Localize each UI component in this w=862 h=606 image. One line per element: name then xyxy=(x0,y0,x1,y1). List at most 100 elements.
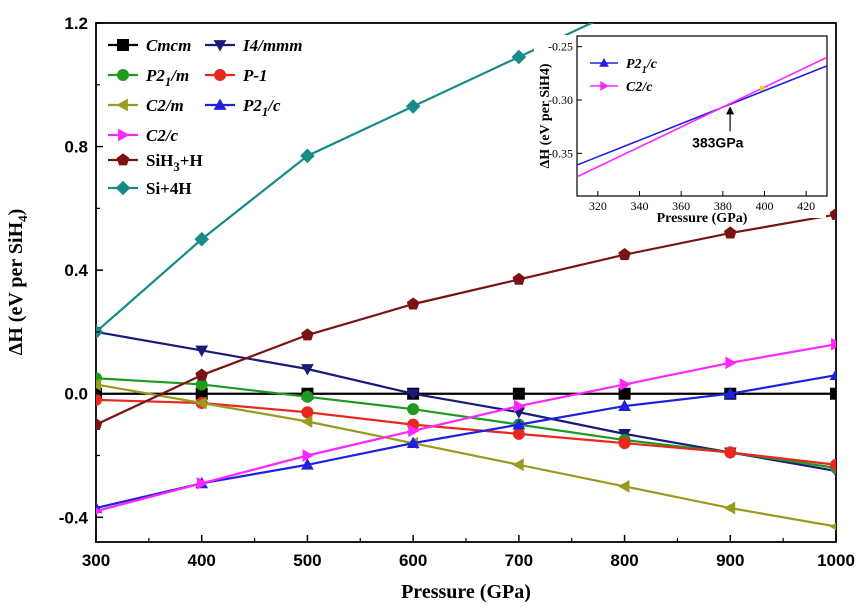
series-line-si-4h xyxy=(96,23,595,333)
legend-item-i4-mmm: I4/mmm xyxy=(205,36,303,55)
point-sih3-h xyxy=(723,226,737,239)
point-sih3-h xyxy=(96,417,103,431)
point-p21-c xyxy=(723,387,737,399)
legend-label-c2-c: C2/c xyxy=(146,126,179,145)
y-tick-label: 0.0 xyxy=(64,385,88,404)
inset-x-tick-label: 420 xyxy=(797,199,815,213)
point-p21-m xyxy=(301,390,314,403)
inset-y-tick-label: -0.25 xyxy=(548,40,573,54)
legend-swatch-marker xyxy=(213,40,227,52)
point-sih3-h xyxy=(195,368,209,381)
y-axis-title: ΔH (eV per SiH4) xyxy=(5,209,30,356)
point-i4-mmm xyxy=(406,388,420,401)
annotation-arrow-head xyxy=(726,106,735,115)
series-sih3-h xyxy=(96,207,836,431)
series-line-sih3-h xyxy=(96,213,836,426)
inset-legend-item-c2-c: C2/c xyxy=(590,80,653,95)
point-c2-c xyxy=(302,449,314,462)
legend-item-sih3-h: SiH3+H xyxy=(108,151,203,174)
point-sih3-h xyxy=(618,248,631,261)
point-p21-m xyxy=(195,378,208,391)
x-tick-label: 700 xyxy=(505,551,533,570)
y-axis-title-end: ) xyxy=(5,209,27,216)
point-c2-c xyxy=(831,337,836,351)
inset-x-tick-label: 320 xyxy=(589,199,607,213)
point-c2-c xyxy=(408,424,420,438)
inset-series-line-c2-c xyxy=(577,56,827,178)
y-axis-title-main: ΔH (eV per SiH xyxy=(5,221,27,355)
point-si-4h xyxy=(511,49,527,65)
point-c2-m xyxy=(195,396,207,410)
inset-point-marker xyxy=(759,84,766,92)
inset-legend-item-p21-c: P21/c xyxy=(590,57,658,76)
legend-item-c2-c: C2/c xyxy=(108,126,179,145)
point-p-1 xyxy=(618,437,631,450)
inset-legend-label-p21-c: P21/c xyxy=(626,57,658,76)
inset-x-tick-label: 400 xyxy=(756,199,774,213)
point-cmcm xyxy=(830,387,836,400)
y-tick-label: 0.4 xyxy=(64,261,88,280)
point-p-1 xyxy=(512,427,525,440)
legend-item-p21-m: P21/m xyxy=(108,66,189,89)
inset-y-tick-label: -0.35 xyxy=(548,146,573,160)
legend-swatch-marker xyxy=(116,98,128,112)
point-sih3-h xyxy=(829,207,836,220)
legend-item-p-1: P-1 xyxy=(205,66,268,85)
point-c2-c xyxy=(96,507,103,515)
series-line-c2-m xyxy=(96,383,836,528)
point-p-1 xyxy=(301,406,314,419)
point-c2-c xyxy=(725,356,737,370)
point-p21-c xyxy=(406,436,420,449)
series-c2-c xyxy=(96,337,836,515)
point-p21-m xyxy=(407,403,420,416)
series-line-p21-c xyxy=(96,374,836,510)
point-c2-m xyxy=(723,501,736,515)
y-axis-title-sub: 4 xyxy=(15,215,30,222)
x-tick-label: 500 xyxy=(293,551,321,570)
inset-y-tick-label: -0.30 xyxy=(548,93,573,107)
legend-item-c2-m: C2/m xyxy=(108,96,184,115)
inset-plot: 320 340 360 380 400 420 -0.25 -0.30 -0.35 P21/c C… xyxy=(534,35,828,226)
point-i4-mmm xyxy=(195,345,209,357)
inset-series-group xyxy=(577,56,827,178)
point-sih3-h xyxy=(512,272,526,285)
legend-label-sih3-h: SiH3+H xyxy=(146,151,203,174)
legend-label-p21-c: P21/c xyxy=(242,96,281,119)
legend-label-p21-m: P21/m xyxy=(145,66,189,89)
point-p21-c xyxy=(618,399,631,411)
point-p-1 xyxy=(96,393,102,406)
x-axis-title: Pressure (GPa) xyxy=(401,581,531,603)
point-cmcm xyxy=(618,387,631,400)
legend-swatch-marker xyxy=(115,180,131,196)
legend-label-si-4h: Si+4H xyxy=(146,179,192,198)
legend-swatch-marker xyxy=(214,69,226,81)
inset-legend-swatch-marker xyxy=(600,81,610,91)
legend-item-si-4h: Si+4H xyxy=(108,179,192,198)
series-line-p-1 xyxy=(96,398,836,466)
point-p21-c xyxy=(301,458,314,470)
y-tick-label: 1.2 xyxy=(64,14,88,33)
point-c2-m xyxy=(618,480,630,493)
legend-label-i4-mmm: I4/mmm xyxy=(242,36,303,55)
point-c2-m xyxy=(829,522,836,531)
point-c2-m xyxy=(512,458,524,472)
point-c2-c xyxy=(619,378,632,391)
legend-label-p-1: P-1 xyxy=(242,66,268,85)
legend-swatch-marker xyxy=(118,128,130,142)
inset-x-tick-label: 360 xyxy=(672,199,690,213)
legend-swatch-marker xyxy=(116,153,130,166)
x-tick-label: 800 xyxy=(610,551,638,570)
inset-legend: P21/c C2/c xyxy=(590,57,658,95)
point-si-4h xyxy=(300,148,315,164)
inset-legend-label-c2-c: C2/c xyxy=(626,80,653,95)
point-c2-c xyxy=(196,476,209,490)
y-tick-label: 0.8 xyxy=(64,138,88,157)
point-si-4h xyxy=(194,231,210,247)
inset-y-axis-title: ΔH (eV per SiH4) xyxy=(538,63,553,168)
inset-x-tick-label: 380 xyxy=(714,199,732,213)
inset-frame xyxy=(576,35,828,197)
x-tick-label: 400 xyxy=(188,551,216,570)
point-sih3-h xyxy=(406,297,420,310)
point-c2-c xyxy=(513,399,526,413)
